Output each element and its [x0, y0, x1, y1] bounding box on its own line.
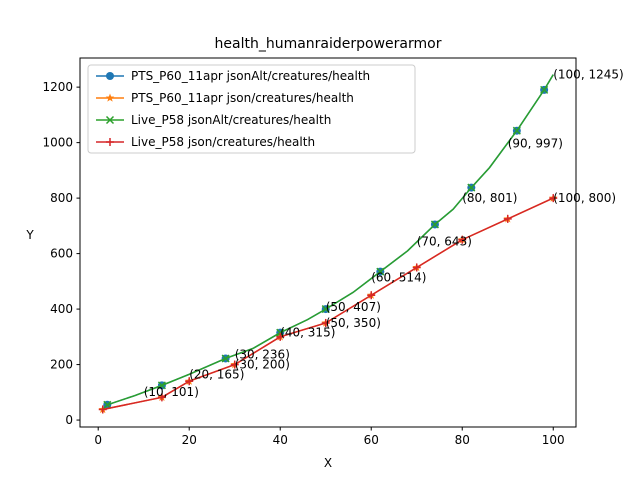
y-axis: 0 200 400 600 800 1000 1200: [42, 80, 80, 427]
data-point: [276, 332, 285, 341]
legend-marker: [105, 93, 115, 102]
series-3: [103, 74, 554, 409]
y-tick-label: 0: [65, 413, 73, 427]
data-point: [321, 318, 330, 327]
annotations: (10, 101) (20, 165) (30, 236)(30, 200) (40,…: [144, 68, 624, 399]
legend-marker: [106, 138, 114, 146]
data-point: [376, 267, 385, 276]
y-tick-label: 600: [50, 247, 73, 261]
x-tick-label: 0: [94, 433, 102, 447]
data-point: [321, 305, 330, 314]
data-point: [98, 405, 107, 414]
data-label: (50, 350): [326, 316, 381, 330]
data-label: (60, 514): [371, 270, 426, 284]
x-tick-label: 20: [182, 433, 197, 447]
data-label: (90, 997): [508, 136, 563, 150]
y-tick-label: 1000: [42, 136, 73, 150]
data-point: [157, 381, 166, 390]
x-tick-label: 40: [273, 433, 288, 447]
data-label: (80, 801): [462, 191, 517, 205]
x-tick-label: 100: [542, 433, 565, 447]
data-point: [367, 291, 376, 300]
data-point: [549, 194, 558, 203]
x-tick-label: 60: [364, 433, 379, 447]
data-point: [458, 235, 467, 244]
y-tick-label: 1200: [42, 80, 73, 94]
chart-title: health_humanraiderpowerarmor: [215, 36, 442, 52]
legend-label: PTS_P60_11apr jsonAlt/creatures/health: [131, 69, 370, 83]
data-label: (50, 407): [326, 300, 381, 314]
legend-box: [87, 64, 416, 154]
series-4: [98, 194, 558, 414]
data-label: (70, 643): [417, 235, 472, 249]
legend-label: Live_P58 jsonAlt/creatures/health: [131, 113, 331, 127]
data-point: [157, 393, 166, 402]
legend-entry: Live_P58 json/creatures/health: [96, 135, 315, 149]
data-label: (20, 165): [189, 367, 244, 381]
plot-area: [98, 74, 558, 414]
data-point: [467, 183, 476, 192]
data-point: [540, 85, 549, 94]
legend-label: PTS_P60_11apr json/creatures/health: [131, 91, 354, 105]
data-point: [221, 354, 230, 363]
legend-entry: PTS_P60_11apr jsonAlt/creatures/health: [96, 69, 370, 83]
data-label: (30, 200): [235, 358, 290, 372]
legend-marker: [105, 115, 115, 125]
legend-entry: Live_P58 jsonAlt/creatures/health: [96, 113, 331, 127]
x-axis-label: X: [324, 456, 332, 470]
data-label: (100, 1245): [553, 68, 623, 82]
x-axis: 0 20 40 60 80 100: [94, 427, 565, 447]
legend-entry: PTS_P60_11apr json/creatures/health: [96, 91, 354, 105]
data-point: [512, 126, 521, 135]
data-label: (30, 236): [235, 348, 290, 362]
data-label: (100, 800): [553, 191, 616, 205]
data-point: [103, 400, 112, 409]
y-tick-label: 400: [50, 302, 73, 316]
data-point: [230, 360, 239, 369]
axes-frame: [79, 57, 577, 428]
y-axis-label: Y: [25, 228, 34, 242]
series-line: [107, 74, 554, 406]
y-tick-label: 800: [50, 191, 73, 205]
data-label: (40, 315): [280, 326, 335, 340]
data-point: [412, 263, 421, 272]
data-label: (10, 101): [144, 385, 199, 399]
data-point: [503, 214, 512, 223]
data-point: [185, 377, 194, 386]
legend: PTS_P60_11apr jsonAlt/creatures/health PT…: [87, 64, 416, 154]
legend-label: Live_P58 json/creatures/health: [131, 135, 315, 149]
y-tick-label: 200: [50, 358, 73, 372]
data-point: [430, 220, 439, 229]
data-point: [276, 328, 285, 337]
x-tick-label: 80: [455, 433, 470, 447]
legend-marker: [106, 72, 114, 80]
